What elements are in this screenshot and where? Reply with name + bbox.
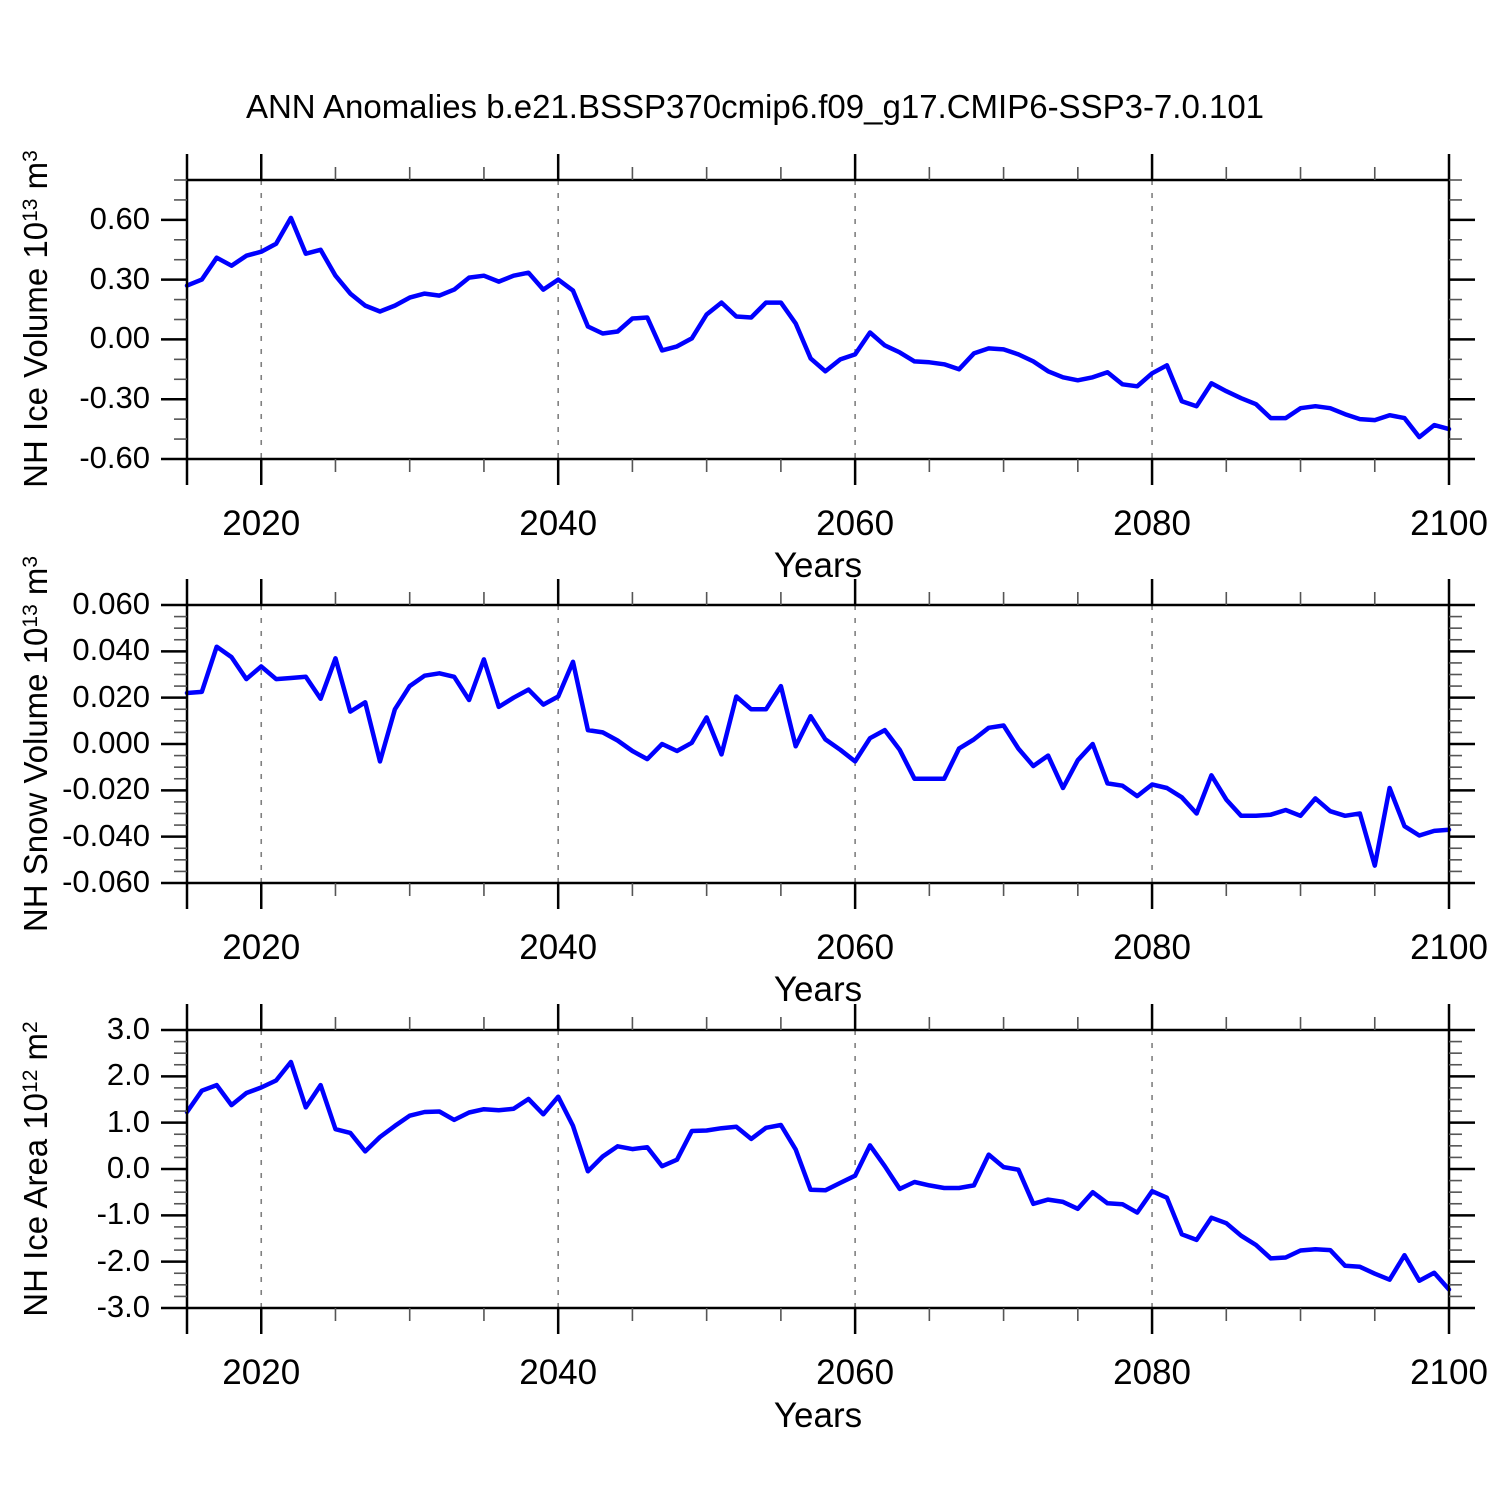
x-tick-label: 2080	[1113, 504, 1191, 543]
y-axis-label-unit-exponent: 3	[19, 555, 42, 568]
x-tick-label: 2060	[816, 928, 895, 967]
y-tick-label: 0.040	[72, 632, 150, 668]
x-tick-label: 2080	[1113, 1353, 1191, 1392]
x-axis-label-panel3: Years	[773, 1396, 863, 1435]
y-tick-label: 3.0	[106, 1011, 150, 1046]
data-line-nh-snow-volume	[184, 644, 1452, 868]
y-axis-label-unit: m	[17, 161, 54, 199]
panel-frame-nh-ice-area	[185, 1028, 1451, 1310]
x-tick-label: 2100	[1410, 1353, 1488, 1392]
data-line-nh-ice-volume	[184, 215, 1452, 440]
y-tick-label: -3.0	[96, 1289, 150, 1324]
x-tick-label: 2100	[1410, 928, 1488, 967]
y-tick-label: 1.0	[106, 1103, 150, 1139]
x-tick-label: 2020	[222, 928, 301, 967]
y-tick-label: -1.0	[96, 1196, 150, 1232]
x-axis-label-panel1: Years	[773, 546, 863, 585]
y-tick-label: 0.00	[89, 320, 150, 356]
x-axis-label-panel2: Years	[773, 970, 863, 1009]
y-tick-label: 0.60	[89, 200, 150, 236]
y-tick-label: 0.020	[72, 678, 150, 714]
y-tick-label: -0.060	[62, 864, 150, 899]
y-axis-label-unit-exponent: 3	[19, 150, 42, 162]
x-tick-label: 2040	[519, 1353, 598, 1392]
x-tick-label: 2060	[816, 504, 895, 543]
y-tick-label: 0.30	[89, 260, 150, 296]
y-tick-label: 0.0	[106, 1150, 150, 1185]
y-tick-label: -0.020	[62, 771, 150, 807]
y-tick-label: -2.0	[96, 1242, 150, 1278]
x-tick-label: 2040	[519, 504, 598, 543]
y-tick-label: 2.0	[106, 1057, 150, 1093]
y-tick-label: 0.000	[72, 725, 150, 760]
chart-title: ANN Anomalies b.e21.BSSP370cmip6.f09_g17…	[245, 88, 1265, 125]
panel-frame-nh-ice-volume	[185, 178, 1451, 461]
y-tick-label: -0.040	[62, 817, 150, 853]
x-tick-label: 2100	[1410, 504, 1488, 543]
x-tick-label: 2080	[1113, 928, 1191, 967]
y-tick-label: -0.30	[79, 380, 150, 416]
x-tick-label: 2020	[222, 504, 301, 543]
y-tick-label: -0.60	[79, 440, 150, 475]
x-tick-label: 2060	[816, 1353, 895, 1392]
data-line-nh-ice-area	[184, 1059, 1452, 1292]
x-tick-label: 2040	[519, 928, 598, 967]
y-tick-label: 0.060	[72, 586, 150, 621]
x-tick-label: 2020	[222, 1353, 301, 1392]
